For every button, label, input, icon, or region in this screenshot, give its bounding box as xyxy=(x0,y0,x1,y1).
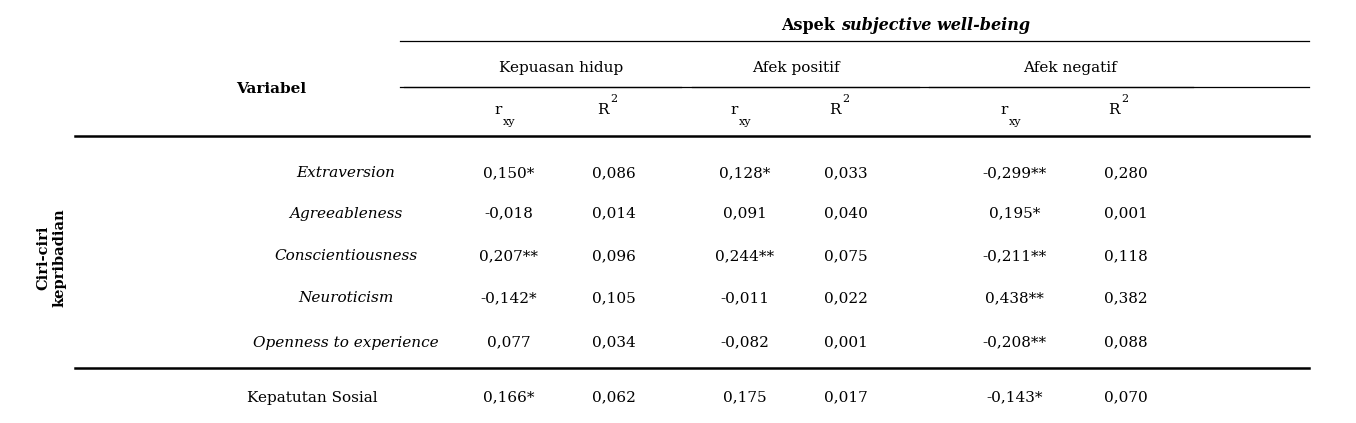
Text: R: R xyxy=(1109,103,1120,117)
Text: 0,088: 0,088 xyxy=(1104,335,1147,350)
Text: 0,166*: 0,166* xyxy=(483,390,534,405)
Text: Aspek: Aspek xyxy=(781,17,841,34)
Text: -0,208**: -0,208** xyxy=(982,335,1047,350)
Text: 0,014: 0,014 xyxy=(593,206,636,221)
Text: 0,077: 0,077 xyxy=(487,335,530,350)
Text: Conscientiousness: Conscientiousness xyxy=(274,249,418,263)
Text: 0,070: 0,070 xyxy=(1104,390,1147,405)
Text: xy: xy xyxy=(739,117,751,127)
Text: 0,034: 0,034 xyxy=(593,335,636,350)
Text: -0,211**: -0,211** xyxy=(982,249,1047,263)
Text: 0,195*: 0,195* xyxy=(989,206,1040,221)
Text: Ciri-ciri
kepribadian: Ciri-ciri kepribadian xyxy=(37,209,66,308)
Text: 0,128*: 0,128* xyxy=(719,166,770,181)
Text: Neuroticism: Neuroticism xyxy=(298,291,393,305)
Text: Agreeableness: Agreeableness xyxy=(289,206,403,221)
Text: Afek positif: Afek positif xyxy=(753,60,839,75)
Text: 0,075: 0,075 xyxy=(824,249,868,263)
Text: 0,086: 0,086 xyxy=(593,166,636,181)
Text: Extraversion: Extraversion xyxy=(297,166,395,181)
Text: 0,040: 0,040 xyxy=(824,206,868,221)
Text: 0,280: 0,280 xyxy=(1104,166,1147,181)
Text: Variabel: Variabel xyxy=(236,82,306,96)
Text: -0,143*: -0,143* xyxy=(986,390,1043,405)
Text: xy: xy xyxy=(503,117,515,127)
Text: 0,022: 0,022 xyxy=(824,291,868,305)
Text: 0,017: 0,017 xyxy=(824,390,868,405)
Text: R: R xyxy=(598,103,609,117)
Text: r: r xyxy=(495,103,502,117)
Text: -0,299**: -0,299** xyxy=(982,166,1047,181)
Text: -0,082: -0,082 xyxy=(720,335,769,350)
Text: 2: 2 xyxy=(610,93,617,104)
Text: R: R xyxy=(830,103,841,117)
Text: r: r xyxy=(1001,103,1008,117)
Text: 2: 2 xyxy=(1121,93,1128,104)
Text: -0,142*: -0,142* xyxy=(480,291,537,305)
Text: 0,091: 0,091 xyxy=(723,206,766,221)
Text: Kepatutan Sosial: Kepatutan Sosial xyxy=(247,390,377,405)
Text: Kepuasan hidup: Kepuasan hidup xyxy=(499,60,624,75)
Text: 2: 2 xyxy=(842,93,849,104)
Text: 0,062: 0,062 xyxy=(593,390,636,405)
Text: Openness to experience: Openness to experience xyxy=(254,335,438,350)
Text: xy: xy xyxy=(1009,117,1021,127)
Text: 0,033: 0,033 xyxy=(824,166,868,181)
Text: 0,382: 0,382 xyxy=(1104,291,1147,305)
Text: r: r xyxy=(731,103,738,117)
Text: -0,011: -0,011 xyxy=(720,291,769,305)
Text: 0,105: 0,105 xyxy=(593,291,636,305)
Text: 0,150*: 0,150* xyxy=(483,166,534,181)
Text: 0,118: 0,118 xyxy=(1104,249,1147,263)
Text: 0,001: 0,001 xyxy=(824,335,868,350)
Text: 0,175: 0,175 xyxy=(723,390,766,405)
Text: subjective well-being: subjective well-being xyxy=(841,17,1029,34)
Text: 0,001: 0,001 xyxy=(1104,206,1147,221)
Text: 0,207**: 0,207** xyxy=(479,249,538,263)
Text: Afek negatif: Afek negatif xyxy=(1022,60,1117,75)
Text: 0,244**: 0,244** xyxy=(715,249,774,263)
Text: 0,096: 0,096 xyxy=(593,249,636,263)
Text: -0,018: -0,018 xyxy=(484,206,533,221)
Text: 0,438**: 0,438** xyxy=(984,291,1044,305)
